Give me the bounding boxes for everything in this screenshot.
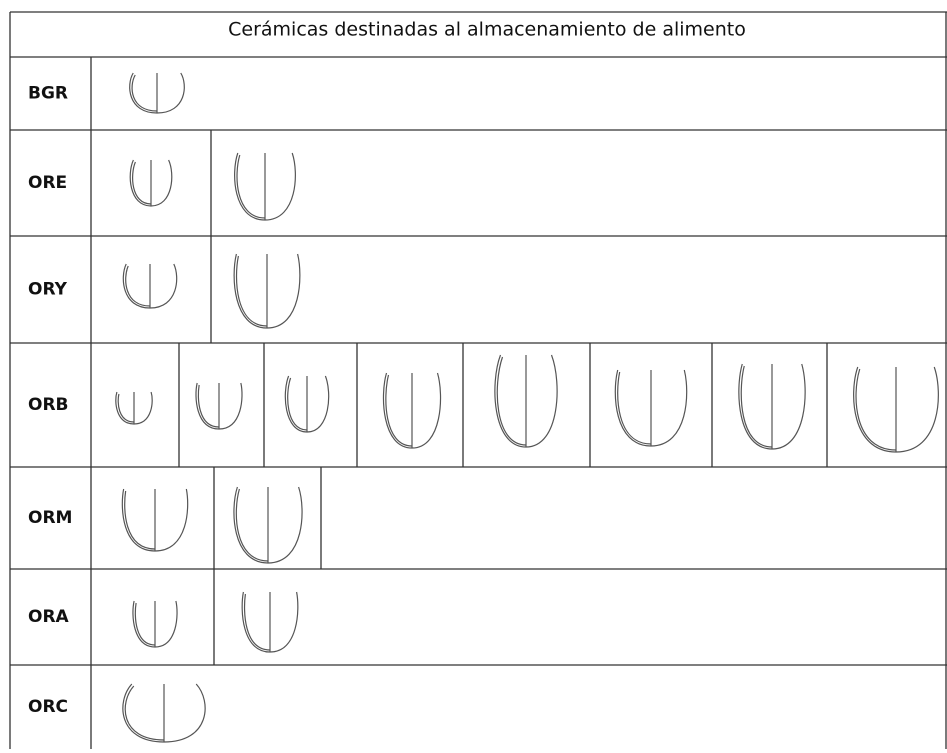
row-label: ORB (28, 395, 69, 415)
vessel-profile (117, 393, 135, 423)
vessel-profile (855, 368, 897, 451)
vessel-profile (243, 593, 271, 651)
vessel-profile (235, 488, 269, 562)
vessel-profile (125, 265, 151, 307)
row-label: ORM (28, 508, 72, 528)
vessel-profile (287, 377, 308, 431)
row-label: ORY (28, 280, 68, 300)
row-label: ORA (28, 607, 70, 627)
vessel-profile (235, 255, 268, 327)
vessel-profile (124, 685, 165, 741)
table-title: Cerámicas destinadas al almacenamiento d… (228, 19, 746, 41)
vessel-profile (236, 154, 266, 219)
vessel-profile (197, 384, 220, 428)
vessel-profile (132, 161, 152, 205)
row-label: BGR (28, 84, 68, 104)
vessel-profile (385, 374, 413, 447)
row-label: ORC (28, 697, 68, 717)
vessel-profile (131, 74, 158, 112)
vessel-profile (740, 365, 773, 448)
row-label: ORE (28, 173, 67, 193)
vessel-profile (617, 371, 652, 445)
vessel-profile (124, 490, 156, 550)
vessel-profile (496, 356, 527, 446)
vessel-profile (134, 602, 156, 646)
